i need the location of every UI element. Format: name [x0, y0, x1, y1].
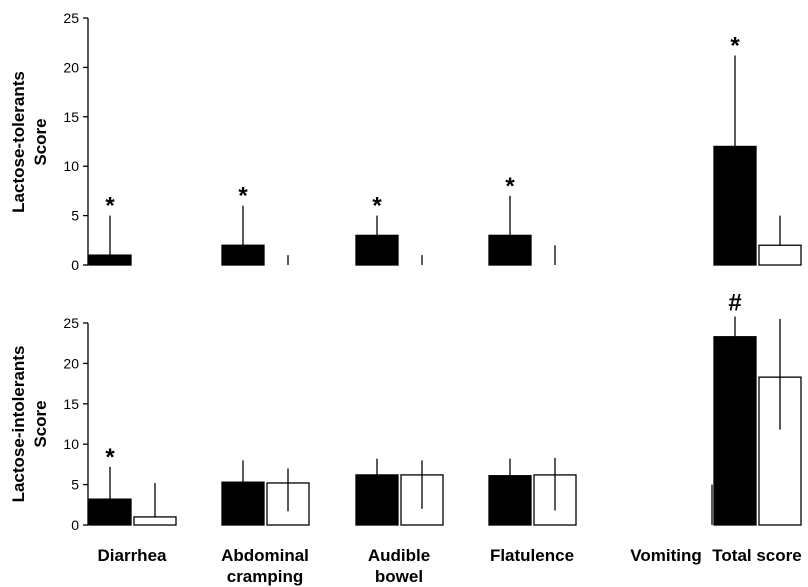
top-ytick-label-2: 10 [63, 158, 79, 174]
x-label-0-line1: Diarrhea [98, 546, 168, 565]
top-ytick-label-4: 20 [63, 59, 79, 75]
bottom-annotation-0: * [105, 444, 115, 471]
bottom-bar-s0-c1 [221, 481, 265, 526]
x-label-4-line1: Vomiting [630, 546, 701, 565]
top-bar-s1-c5 [758, 244, 802, 266]
top-annotation-3: * [505, 173, 515, 200]
x-label-1-line2: cramping [227, 567, 304, 586]
bottom-bar-s0-c0 [88, 498, 132, 526]
top-annotation-4: * [730, 33, 740, 60]
bottom-ylabel-line1: Lactose-intolerants [9, 346, 28, 503]
top-ylabel-line2: Score [31, 118, 50, 165]
x-label-2-line1: Audible [368, 546, 430, 565]
top-bar-s0-c5 [713, 145, 757, 266]
bottom-ytick-label-3: 15 [63, 396, 79, 412]
x-label-1-line1: Abdominal [221, 546, 309, 565]
top-bar-s0-c3 [488, 234, 532, 266]
bottom-bar-s1-c0 [133, 516, 177, 526]
x-axis-labels: Diarrhea Abdominal cramping Audible bowel Fla… [98, 546, 802, 586]
bottom-panel: Lactose-intolerants Score 0 5 10 15 20 25 * # [9, 290, 802, 533]
bottom-ytick-label-4: 20 [63, 355, 79, 371]
top-annotation-2: * [372, 193, 382, 220]
bottom-ytick-label-5: 25 [63, 315, 79, 331]
top-annotation-0: * [105, 193, 115, 220]
top-ytick-label-3: 15 [63, 109, 79, 125]
x-label-2-line2: bowel [375, 567, 423, 586]
bottom-ytick-label-0: 0 [71, 517, 79, 533]
top-panel: Lactose-tolerants Score 0 5 10 15 20 25 * * * * * [9, 10, 802, 273]
top-ytick-label-0: 0 [71, 257, 79, 273]
bottom-bar-s0-c5 [713, 336, 757, 526]
top-ytick-label-1: 5 [71, 208, 79, 224]
top-ytick-label-5: 25 [63, 10, 79, 26]
bottom-bar-s0-c2 [355, 474, 399, 526]
top-bar-s0-c0 [88, 254, 132, 266]
bottom-ylabel-line2: Score [31, 400, 50, 447]
bottom-ytick-label-2: 10 [63, 436, 79, 452]
bottom-ytick-label-1: 5 [71, 477, 79, 493]
bottom-bar-s0-c3 [488, 475, 532, 526]
top-ylabel-line1: Lactose-tolerants [9, 71, 28, 213]
top-bar-s0-c2 [355, 234, 399, 266]
bottom-annotation-1: # [728, 290, 741, 317]
x-label-5-line1: Total score [712, 546, 801, 565]
top-bar-s0-c1 [221, 244, 265, 266]
bottom-bar-s1-c5 [758, 376, 802, 526]
top-annotation-1: * [238, 183, 248, 210]
x-label-3-line1: Flatulence [490, 546, 574, 565]
